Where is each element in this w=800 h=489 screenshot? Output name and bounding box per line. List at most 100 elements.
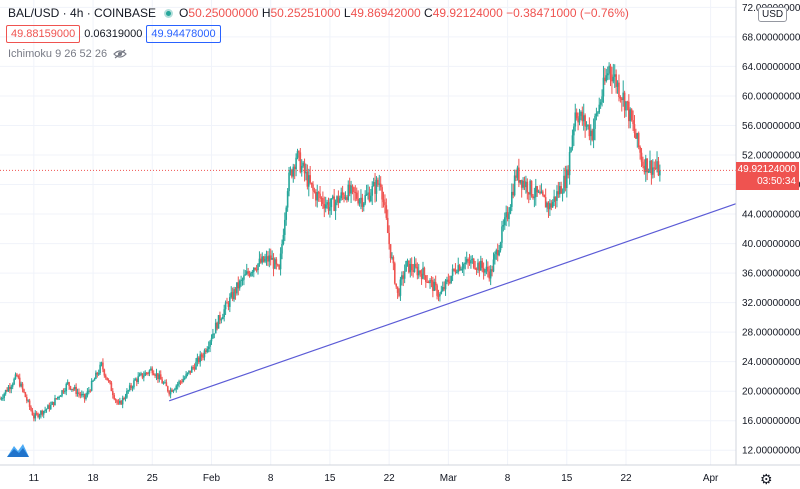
tradingview-logo[interactable] [6,441,30,459]
candle-up [347,184,350,200]
candle-up [176,384,179,386]
candle-up [288,172,290,192]
candle-down [96,372,99,375]
trendline[interactable] [168,203,737,402]
candle-up [464,262,467,264]
candle-up [20,383,22,387]
candle-up [199,354,202,363]
candle-up [207,346,210,349]
candle-down [506,212,509,219]
candle-down [415,263,417,267]
candle-up [88,390,90,392]
candle-up [92,380,94,382]
candle-up [93,378,96,381]
candle-up [261,256,264,263]
candle-down [89,390,92,392]
candle-down [337,196,340,203]
time-tick-label: 22 [384,473,396,484]
candle-down [25,397,28,401]
candle-down [200,354,203,357]
candle-down [491,269,493,272]
time-tick-label: 15 [561,473,573,484]
candle-up [121,397,124,405]
candle-down [68,382,70,387]
price-axis[interactable]: 72.0000000068.0000000064.0000000060.0000… [742,3,800,457]
candle-up [441,286,444,291]
candle-up [516,167,519,178]
candle-up [360,197,362,200]
candle-up [391,257,393,259]
high-key: H [261,6,271,20]
candle-down [520,180,523,188]
candle-up [124,397,127,399]
candle-down [205,350,207,352]
candle-up [367,192,369,194]
candle-down [532,195,534,198]
candle-down [272,257,275,269]
candle-up [463,263,465,269]
candle-down [168,391,170,395]
candle-up [605,75,608,82]
candle-up [594,116,596,129]
eye-icon[interactable] [113,49,127,59]
candle-up [51,401,53,405]
candle-up [644,158,647,173]
candle-up [169,389,172,395]
candle-up [295,157,297,170]
candle-down [419,270,421,274]
candle-up [585,125,588,127]
candle-down [396,286,399,293]
candle-down [368,192,371,202]
candle-up [597,112,599,114]
candle-down [130,385,132,388]
sell-button[interactable]: 49.88159000 [6,25,81,43]
indicator-legend[interactable]: Ichimoku 9 26 52 26 [8,48,127,60]
candle-down [216,322,218,329]
buy-button[interactable]: 49.94478000 [146,25,221,43]
candle-up [372,182,375,187]
candle-up [128,385,131,391]
candle-down [389,244,392,259]
candle-down [609,65,612,75]
candle-up [652,167,654,175]
candle-down [52,401,55,406]
candle-down [385,205,388,218]
candle-up [365,193,368,196]
candle-down [78,392,80,394]
candle-up [378,183,381,185]
candle-up [27,400,29,402]
candle-up [316,192,319,201]
candle-up [551,201,554,208]
candle-up [371,186,374,196]
candle-up [182,379,185,383]
candle-down [657,161,660,176]
candle-up [10,386,13,390]
candle-up [511,191,513,207]
gear-icon[interactable]: ⚙ [760,471,773,487]
candle-down [35,413,38,415]
candle-up [533,196,536,198]
candle-down [319,193,321,198]
candle-down [165,382,168,387]
candle-down [260,258,262,263]
candle-down [448,282,451,284]
candle-up [570,147,572,153]
currency-badge[interactable]: USD [758,7,788,22]
candle-down [434,281,437,286]
candle-down [30,406,32,411]
price-tick-label: 20.00000000 [742,387,800,398]
candle-up [244,274,247,276]
candle-up [133,380,135,388]
bar-countdown: 03:50:34 [757,176,796,188]
candle-up [11,384,14,387]
candle-up [598,104,601,113]
time-axis[interactable]: 11 18 25 Feb 8 15 22 Mar 8 15 22 Apr [29,473,719,484]
candle-down [171,389,173,392]
candle-down [298,151,300,153]
candle-up [589,130,592,137]
candle-down [357,198,359,204]
symbol-label[interactable]: BAL/USD · 4h · COINBASE [8,6,157,20]
quote-row: 49.88159000 0.06319000 49.94478000 [6,25,221,43]
close-value: 49.92124000 [432,6,503,20]
